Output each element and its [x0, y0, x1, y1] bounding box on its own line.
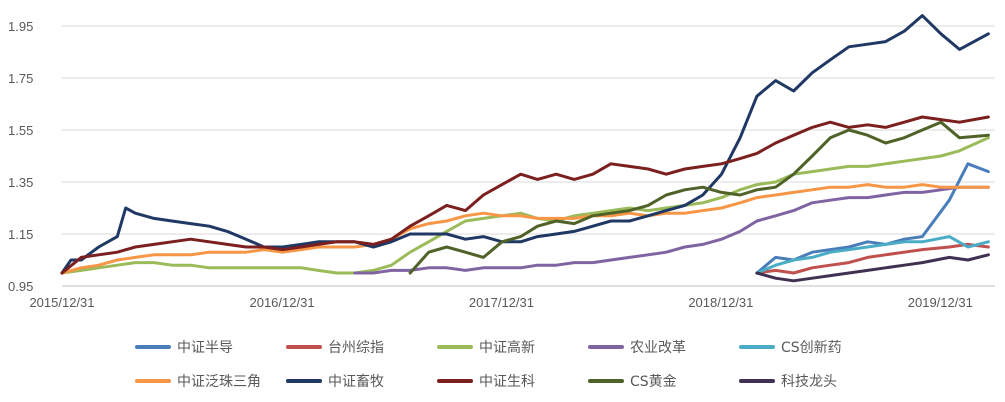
legend-label: CS黄金: [630, 374, 677, 390]
x-tick-label: 2016/12/31: [249, 295, 314, 310]
legend-label: 科技龙头: [781, 374, 837, 390]
legend-row: 中证泛珠三角 中证畜牧 中证生科 CS黄金 科技龙头: [0, 368, 1005, 394]
series-line: [755, 235, 990, 275]
series-line: [60, 183, 990, 275]
legend-swatch: [739, 345, 775, 349]
x-tick-label: 2017/12/31: [469, 295, 534, 310]
x-axis-ticks: 2015/12/31 2016/12/31 2017/12/31 2018/12/31…: [29, 295, 972, 310]
legend-label: 中证畜牧: [328, 374, 384, 390]
legend-item: CS黄金: [588, 368, 677, 394]
series-line: [755, 253, 990, 283]
series-line: [755, 242, 990, 275]
legend-swatch: [286, 379, 322, 383]
y-tick-label: 1.95: [8, 19, 33, 34]
line-chart: 0.95 1.15 1.35 1.55 1.75 1.95 2015/12/31 2016/…: [8, 14, 995, 310]
legend-label: 中证高新: [479, 340, 535, 356]
legend-swatch: [135, 345, 171, 349]
legend-swatch: [135, 379, 171, 383]
y-tick-label: 0.95: [8, 279, 33, 294]
legend-item: 台州综指: [286, 334, 384, 360]
series-line: [60, 136, 990, 275]
legend-swatch: [588, 345, 624, 349]
legend-label: CS创新药: [781, 340, 842, 356]
legend-item: 中证生科: [437, 368, 535, 394]
y-axis-ticks: 0.95 1.15 1.35 1.55 1.75 1.95: [8, 19, 33, 294]
legend-swatch: [588, 379, 624, 383]
legend-item: 科技龙头: [739, 368, 837, 394]
series-line: [408, 120, 990, 275]
legend-label: 台州综指: [328, 340, 384, 356]
x-tick-label: 2019/12/31: [908, 295, 973, 310]
legend-swatch: [437, 345, 473, 349]
legend-row: 中证半导 台州综指 中证高新 农业改革 CS创新药: [0, 334, 1005, 360]
gridlines: [62, 25, 995, 235]
series-lines: [60, 14, 990, 283]
legend-item: 农业改革: [588, 334, 686, 360]
legend-label: 中证生科: [479, 374, 535, 390]
x-tick-label: 2018/12/31: [688, 295, 753, 310]
y-tick-label: 1.75: [8, 71, 33, 86]
y-tick-label: 1.55: [8, 123, 33, 138]
legend-item: 中证半导: [135, 334, 233, 360]
legend-swatch: [739, 379, 775, 383]
legend-item: CS创新药: [739, 334, 842, 360]
legend-label: 中证泛珠三角: [177, 374, 261, 390]
legend-label: 农业改革: [630, 340, 686, 356]
legend-swatch: [437, 379, 473, 383]
y-tick-label: 1.35: [8, 175, 33, 190]
series-line: [353, 185, 990, 275]
legend-swatch: [286, 345, 322, 349]
legend-item: 中证畜牧: [286, 368, 384, 394]
legend-label: 中证半导: [177, 340, 233, 356]
series-line: [60, 115, 990, 275]
legend-item: 中证高新: [437, 334, 535, 360]
legend-item: 中证泛珠三角: [135, 368, 261, 394]
x-tick-label: 2015/12/31: [29, 295, 94, 310]
y-tick-label: 1.15: [8, 227, 33, 242]
